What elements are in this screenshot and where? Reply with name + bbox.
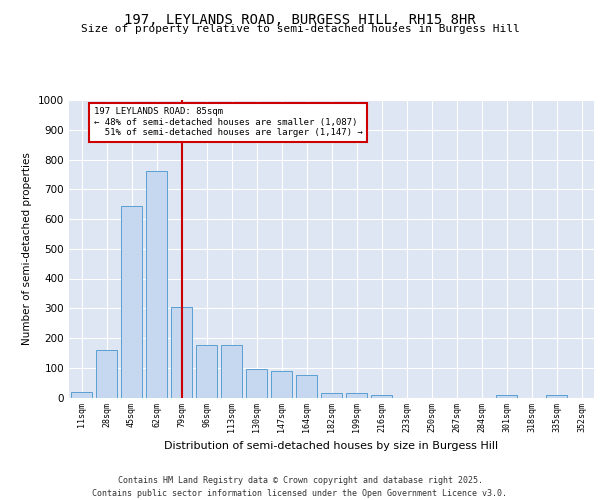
Text: 197, LEYLANDS ROAD, BURGESS HILL, RH15 8HR: 197, LEYLANDS ROAD, BURGESS HILL, RH15 8…: [124, 12, 476, 26]
Bar: [121, 206, 142, 398]
Bar: [296, 375, 317, 398]
Bar: [246, 369, 267, 398]
Bar: [221, 346, 242, 398]
Bar: [171, 307, 192, 398]
Bar: [321, 393, 342, 398]
Bar: [146, 172, 167, 398]
Bar: [346, 393, 367, 398]
Text: Size of property relative to semi-detached houses in Burgess Hill: Size of property relative to semi-detach…: [80, 24, 520, 34]
Bar: [271, 370, 292, 398]
X-axis label: Distribution of semi-detached houses by size in Burgess Hill: Distribution of semi-detached houses by …: [164, 440, 499, 450]
Bar: [96, 350, 117, 398]
Bar: [546, 394, 567, 398]
Bar: [371, 394, 392, 398]
Text: 197 LEYLANDS ROAD: 85sqm
← 48% of semi-detached houses are smaller (1,087)
  51%: 197 LEYLANDS ROAD: 85sqm ← 48% of semi-d…: [94, 108, 363, 137]
Bar: [71, 392, 92, 398]
Text: Contains HM Land Registry data © Crown copyright and database right 2025.: Contains HM Land Registry data © Crown c…: [118, 476, 482, 485]
Text: Contains public sector information licensed under the Open Government Licence v3: Contains public sector information licen…: [92, 489, 508, 498]
Y-axis label: Number of semi-detached properties: Number of semi-detached properties: [22, 152, 32, 345]
Bar: [196, 346, 217, 398]
Bar: [496, 394, 517, 398]
